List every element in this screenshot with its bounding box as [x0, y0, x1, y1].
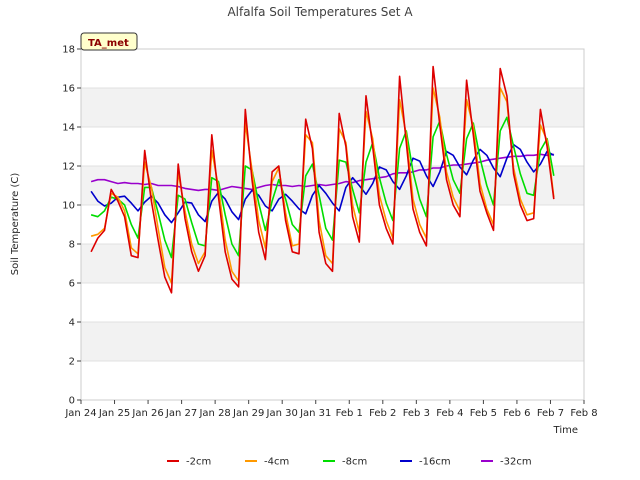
- x-tick-label: Feb 8: [570, 408, 597, 419]
- x-tick-label: Feb 3: [403, 408, 430, 419]
- legend-item: -16cm: [400, 457, 451, 468]
- y-tick-label: 16: [62, 84, 75, 95]
- x-tick-label: Feb 6: [503, 408, 530, 419]
- y-tick-label: 10: [62, 201, 75, 212]
- y-tick-label: 14: [62, 123, 75, 134]
- x-tick-label: Jan 30: [266, 408, 298, 419]
- legend-label: -2cm: [186, 457, 211, 468]
- legend-item: -4cm: [245, 457, 289, 468]
- y-axis: 0 2 4 6 8 10 12 14 16 18: [62, 45, 81, 407]
- legend-item: -32cm: [481, 457, 532, 468]
- x-tick-label: Jan 26: [131, 408, 163, 419]
- badge-label: TA_met: [88, 38, 129, 49]
- y-tick-label: 2: [69, 357, 75, 368]
- legend-label: -16cm: [419, 457, 451, 468]
- x-tick-label: Jan 25: [98, 408, 130, 419]
- legend: -2cm -4cm -8cm -16cm -32cm: [167, 457, 532, 468]
- badge-box: [80, 32, 138, 51]
- legend-item: -8cm: [323, 457, 367, 468]
- y-tick-label: 6: [69, 279, 75, 290]
- legend-item: -2cm: [167, 457, 211, 468]
- y-tick-label: 8: [69, 240, 75, 251]
- x-tick-label: Jan 24: [64, 408, 96, 419]
- grid-bands: [81, 88, 584, 361]
- chart-title: Alfalfa Soil Temperatures Set A: [227, 5, 413, 19]
- x-axis: Jan 24 Jan 25 Jan 26 Jan 27 Jan 28 Jan 29 Jan …: [64, 400, 598, 419]
- y-tick-label: 0: [69, 396, 75, 407]
- series-line-4cm: [90, 87, 555, 284]
- y-tick-label: 4: [69, 318, 75, 329]
- x-axis-title: Time: [553, 425, 578, 436]
- series-line-2cm: [90, 65, 555, 294]
- x-tick-label: Feb 7: [537, 408, 564, 419]
- legend-label: -8cm: [342, 457, 367, 468]
- x-tick-label: Feb 1: [336, 408, 363, 419]
- legend-label: -4cm: [264, 457, 289, 468]
- x-tick-label: Jan 29: [232, 408, 264, 419]
- ta-met-badge: TA_met: [80, 32, 138, 51]
- x-tick-label: Jan 28: [198, 408, 230, 419]
- y-axis-title: Soil Temperature (C): [10, 173, 21, 276]
- x-tick-label: Jan 31: [299, 408, 331, 419]
- plot-frame: [80, 48, 585, 401]
- x-tick-label: Feb 5: [470, 408, 497, 419]
- x-tick-label: Feb 4: [436, 408, 463, 419]
- series-line-8cm: [90, 116, 555, 259]
- grid-band: [81, 322, 584, 361]
- y-tick-label: 18: [62, 45, 75, 56]
- x-tick-label: Jan 27: [165, 408, 197, 419]
- legend-label: -32cm: [500, 457, 532, 468]
- y-tick-label: 12: [62, 162, 75, 173]
- x-tick-label: Feb 2: [369, 408, 396, 419]
- series-lines: [90, 65, 555, 294]
